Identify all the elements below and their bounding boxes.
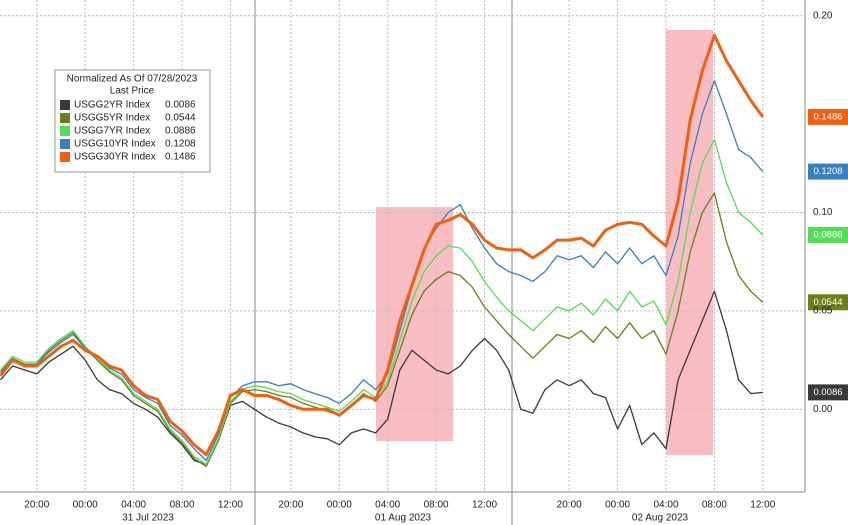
legend-label: USGG5YR Index — [74, 113, 150, 124]
value-tags: 0.0086 0.0544 0.0886 0.1208 0.1486 — [808, 108, 848, 401]
date-label: 02 Aug 2023 — [632, 513, 689, 524]
legend-value: 0.1208 — [165, 139, 196, 150]
x-tick-label: 12:00 — [750, 500, 775, 511]
x-tick-label: 20:00 — [278, 500, 303, 511]
value-tag-label: 0.0544 — [813, 297, 842, 308]
legend-swatch — [60, 139, 70, 149]
date-label: 01 Aug 2023 — [375, 513, 432, 524]
legend-value: 0.0086 — [165, 100, 196, 111]
highlight — [376, 207, 453, 441]
x-tick-label: 00:00 — [73, 500, 98, 511]
value-tag — [808, 294, 848, 311]
legend-label: USGG30YR Index — [74, 152, 156, 163]
value-tag-label: 0.0886 — [813, 229, 842, 240]
x-tick-label: 12:00 — [218, 500, 243, 511]
legend-swatch — [60, 126, 70, 136]
value-tag — [808, 163, 848, 180]
value-tag-label: 0.1486 — [813, 111, 842, 122]
y-tick-label: 0.10 — [813, 207, 833, 218]
legend-swatch — [60, 100, 70, 110]
legend: Normalized As Of 07/28/2023 Last Price U… — [54, 69, 211, 173]
legend-swatch — [60, 113, 70, 123]
x-tick-label: 08:00 — [702, 500, 727, 511]
x-tick-label: 00:00 — [605, 500, 630, 511]
lines — [0, 33, 765, 468]
value-tag-label: 0.1208 — [813, 166, 842, 177]
x-tick-label: 20:00 — [557, 500, 582, 511]
y-tick-label: 0.20 — [813, 10, 833, 21]
value-tag-label: 0.0086 — [813, 387, 842, 398]
x-tick-label: 08:00 — [424, 500, 449, 511]
series-line — [0, 33, 765, 457]
x-tick-label: 04:00 — [653, 500, 678, 511]
x-tick-label: 00:00 — [327, 500, 352, 511]
series-line — [0, 192, 764, 468]
date-label: 31 Jul 2023 — [122, 513, 174, 524]
legend-value: 0.1486 — [165, 152, 196, 163]
legend-label: USGG2YR Index — [74, 100, 150, 111]
y-tick-label: 0.00 — [813, 404, 833, 415]
legend-swatch — [60, 152, 70, 162]
series-line — [0, 290, 763, 466]
legend-label: USGG10YR Index — [74, 139, 156, 150]
value-tag — [808, 226, 848, 243]
legend-title: Normalized As Of 07/28/2023 — [67, 74, 198, 85]
value-tag — [808, 108, 848, 125]
x-tick-label: 04:00 — [375, 500, 400, 511]
x-tick-label: 08:00 — [169, 500, 194, 511]
x-tick-label: 12:00 — [472, 500, 497, 511]
series-line — [0, 139, 764, 466]
x-tick-label: 20:00 — [24, 500, 49, 511]
y-tick-label: 0.05 — [813, 306, 833, 317]
legend-box — [54, 69, 211, 173]
value-tag — [808, 384, 848, 401]
x-tick-label: 04:00 — [121, 500, 146, 511]
legend-value: 0.0886 — [165, 126, 196, 137]
legend-subtitle: Last Price — [110, 86, 155, 97]
highlight — [666, 30, 713, 455]
legend-label: USGG7YR Index — [74, 126, 150, 137]
legend-items: USGG2YR Index 0.0086 USGG5YR Index 0.0544 US… — [60, 100, 196, 163]
legend-value: 0.0544 — [165, 113, 196, 124]
